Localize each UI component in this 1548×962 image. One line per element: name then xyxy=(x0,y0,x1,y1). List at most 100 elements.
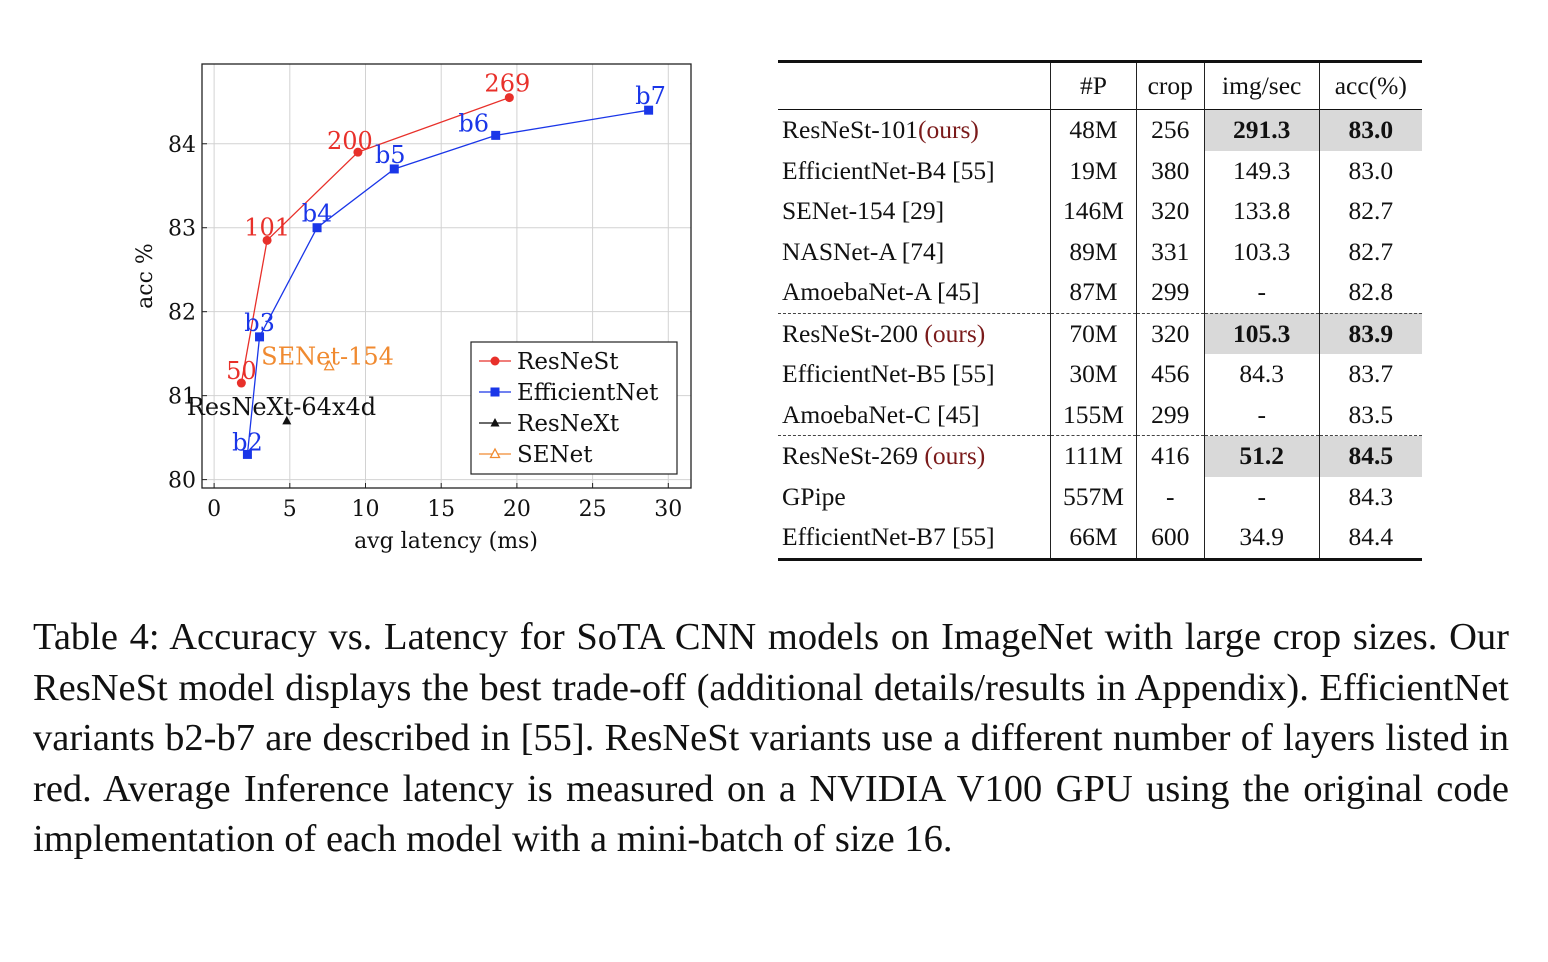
point-label-senet-154: SENet-154 xyxy=(261,342,394,370)
model-name: GPipe xyxy=(782,481,846,511)
cell-acc: 83.5 xyxy=(1318,394,1422,436)
point-label-b2: b2 xyxy=(232,428,263,456)
cell-acc: 82.7 xyxy=(1318,191,1422,232)
model-name: EfficientNet-B5 [55] xyxy=(782,359,995,389)
cell-crop: - xyxy=(1135,476,1205,517)
resnest-point xyxy=(353,147,363,157)
table-row: ResNeSt-269 (ours) 111M 416 51.2 84.5 xyxy=(778,435,1422,477)
efficientnet-point xyxy=(312,223,322,233)
x-tick-label: 20 xyxy=(503,497,531,522)
senet-point xyxy=(323,359,335,371)
cell-crop: 256 xyxy=(1135,109,1205,151)
table-row: SENet-154 [29] 146M 320 133.8 82.7 xyxy=(778,191,1422,232)
results-table-wrapper: #P crop img/sec acc(%) ResNeSt-101(ours)… xyxy=(778,60,1422,561)
cell-model: SENet-154 [29] xyxy=(778,191,1051,232)
cell-acc: 84.3 xyxy=(1318,476,1422,517)
cell-img-sec: - xyxy=(1203,394,1320,436)
efficientnet-point xyxy=(242,449,252,459)
cell-model: AmoebaNet-A [45] xyxy=(778,272,1051,313)
x-tick-label: 25 xyxy=(579,497,607,522)
table-row: NASNet-A [74] 89M 331 103.3 82.7 xyxy=(778,231,1422,273)
cell-img-sec: - xyxy=(1203,476,1320,517)
point-label-b6: b6 xyxy=(458,109,489,137)
cell-img-sec: 105.3 xyxy=(1203,312,1320,354)
legend-label-senet: SENet xyxy=(517,442,593,468)
legend-label-resnext: ResNeXt xyxy=(517,411,620,437)
table-header-row: #P crop img/sec acc(%) xyxy=(778,61,1422,110)
cell-model: ResNeSt-269 (ours) xyxy=(778,435,1051,477)
point-label-101: 101 xyxy=(244,213,290,241)
table-row: AmoebaNet-A [45] 87M 299-82.8 xyxy=(778,272,1422,313)
cell-crop: 456 xyxy=(1135,354,1205,395)
cell-acc: 84.4 xyxy=(1318,517,1422,561)
cell-model: EfficientNet-B7 [55] xyxy=(778,517,1051,561)
point-label-200: 200 xyxy=(327,127,373,155)
cell-params: 146M xyxy=(1050,191,1137,232)
cell-params: 87M xyxy=(1050,272,1137,313)
table-row: ResNeSt-101(ours) 48M 256 291.3 83.0 xyxy=(778,109,1422,151)
x-tick-label: 0 xyxy=(207,497,221,522)
cell-crop: 299 xyxy=(1135,272,1205,313)
cell-crop: 380 xyxy=(1135,150,1205,191)
model-name: ResNeSt-200 xyxy=(782,318,925,348)
model-name: NASNet-A [74] xyxy=(782,236,945,266)
point-label-b4: b4 xyxy=(302,200,333,228)
cell-acc: 83.0 xyxy=(1318,109,1422,151)
x-tick-label: 15 xyxy=(427,497,455,522)
senet-point xyxy=(489,447,501,459)
table-row: EfficientNet-B5 [55] 30M 456 84.3 83.7 xyxy=(778,354,1422,395)
cell-crop: 600 xyxy=(1135,517,1205,561)
resnest-point xyxy=(262,235,272,245)
cell-crop: 331 xyxy=(1135,231,1205,272)
col-header-img-sec: img/sec xyxy=(1203,61,1320,110)
point-label-269: 269 xyxy=(484,70,530,98)
point-label-b3: b3 xyxy=(244,309,275,337)
cell-params: 70M xyxy=(1050,312,1137,354)
cell-img-sec: 34.9 xyxy=(1203,517,1320,561)
resnest-point xyxy=(504,93,514,103)
cell-crop: 299 xyxy=(1135,394,1205,436)
cell-params: 111M xyxy=(1050,435,1137,477)
model-name: EfficientNet-B7 [55] xyxy=(782,522,995,552)
cell-img-sec: 103.3 xyxy=(1203,231,1320,272)
efficientnet-point xyxy=(490,387,500,397)
cell-acc: 82.8 xyxy=(1318,272,1422,313)
cell-params: 66M xyxy=(1050,517,1137,561)
cell-model: NASNet-A [74] xyxy=(778,232,1051,273)
y-tick-label: 80 xyxy=(168,469,196,494)
x-tick-label: 5 xyxy=(283,497,297,522)
y-axis-label: acc % xyxy=(133,243,158,309)
y-tick-label: 81 xyxy=(168,385,196,410)
cell-model: EfficientNet-B5 [55] xyxy=(778,354,1051,395)
cell-model: ResNeSt-200 (ours) xyxy=(778,312,1051,354)
point-label-resnext-64x4d: ResNeXt-64x4d xyxy=(187,393,376,421)
y-tick-label: 84 xyxy=(168,133,196,158)
results-table: #P crop img/sec acc(%) ResNeSt-101(ours)… xyxy=(778,60,1422,561)
table-row: EfficientNet-B7 [55] 66M 600 34.9 84.4 xyxy=(778,517,1422,561)
x-tick-label: 30 xyxy=(654,497,682,522)
point-label-b7: b7 xyxy=(635,82,666,110)
cell-acc: 82.7 xyxy=(1318,231,1422,272)
legend-box xyxy=(470,341,678,475)
chart-series xyxy=(236,93,654,459)
efficientnet-point xyxy=(644,105,654,115)
ours-tag: (ours) xyxy=(924,318,986,348)
cell-params: 19M xyxy=(1050,150,1137,191)
cell-img-sec: 291.3 xyxy=(1203,109,1320,151)
cell-acc: 84.5 xyxy=(1318,435,1422,477)
legend-label-efficientnet: EfficientNet xyxy=(517,380,659,406)
cell-img-sec: 51.2 xyxy=(1203,435,1320,477)
col-header-model xyxy=(778,62,1051,110)
point-label-b5: b5 xyxy=(375,141,406,169)
legend-label-resnest: ResNeSt xyxy=(517,349,619,375)
cell-acc: 83.9 xyxy=(1318,312,1422,354)
efficientnet-point xyxy=(255,332,265,342)
resnest-line xyxy=(240,96,510,384)
table-caption: Table 4: Accuracy vs. Latency for SoTA C… xyxy=(33,616,1509,860)
cell-acc: 83.7 xyxy=(1318,354,1422,395)
efficientnet-point xyxy=(491,130,501,140)
cell-img-sec: 133.8 xyxy=(1203,191,1320,232)
efficientnet-point xyxy=(389,164,399,174)
chart-point-labels: 50 101 200 269 b2 b3 b4 b5 b6 b7 ResNeXt-64x4d SENe… xyxy=(187,70,666,457)
cell-params: 155M xyxy=(1050,394,1137,436)
